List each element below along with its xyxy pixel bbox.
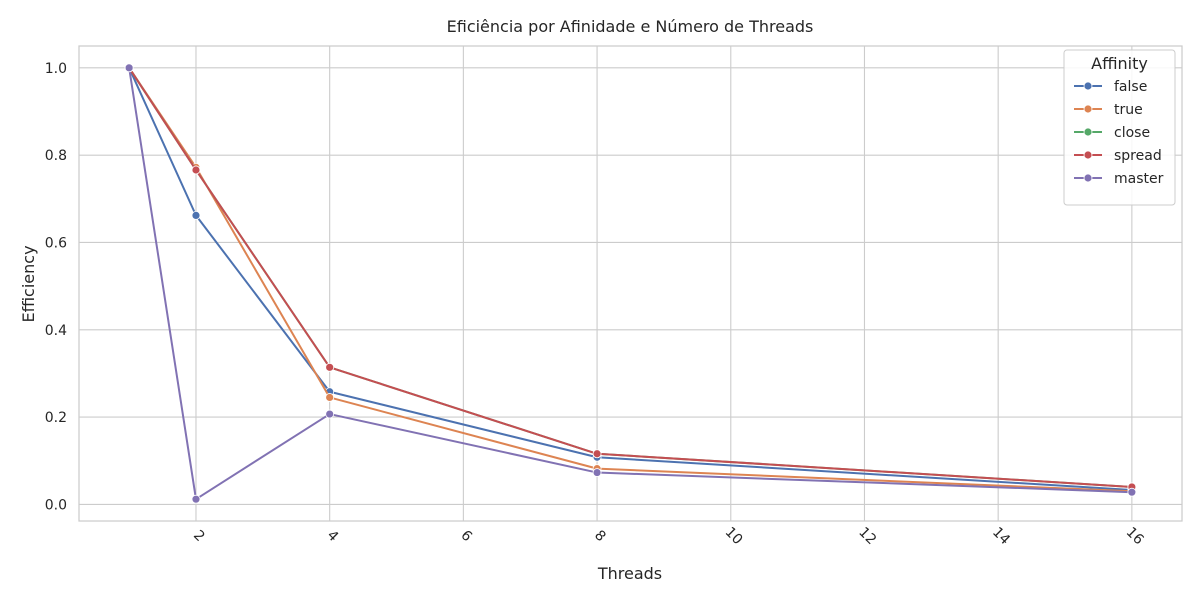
x-tick-label: 4 xyxy=(324,527,342,545)
data-point-false xyxy=(191,210,201,220)
legend-item-false: false xyxy=(1074,79,1147,95)
series-true xyxy=(124,63,1137,496)
data-point-master xyxy=(325,409,335,419)
y-tick-label: 0.8 xyxy=(45,148,67,164)
x-tick-label: 16 xyxy=(1123,524,1147,548)
data-point-master xyxy=(592,468,602,477)
data-point-master xyxy=(191,494,201,504)
plot-frame xyxy=(78,45,1183,522)
legend-box xyxy=(1063,49,1176,206)
legend: Affinity false true close spread master xyxy=(1063,49,1176,206)
x-tick-label: 12 xyxy=(855,524,879,548)
legend-label: spread xyxy=(1114,148,1162,164)
series-false xyxy=(124,63,1137,495)
series-close xyxy=(124,63,1137,492)
y-tick-label: 1.0 xyxy=(45,61,67,77)
y-tick-label: 0.4 xyxy=(45,323,67,339)
legend-marker xyxy=(1083,173,1093,183)
legend-marker xyxy=(1083,104,1093,114)
series-line-false xyxy=(128,67,1132,491)
y-tick-label: 0.6 xyxy=(45,235,67,251)
x-tick-label: 14 xyxy=(989,524,1013,548)
legend-label: master xyxy=(1114,171,1164,187)
y-tick-label: 0.0 xyxy=(45,497,67,513)
legend-label: false xyxy=(1114,79,1147,95)
chart-title: Eficiência por Afinidade e Número de Thr… xyxy=(447,17,814,36)
data-point-master xyxy=(1127,487,1137,497)
legend-label: close xyxy=(1114,125,1150,141)
legend-item-true: true xyxy=(1074,102,1143,118)
y-tick-label: 0.2 xyxy=(45,410,67,426)
x-tick-label: 6 xyxy=(457,527,475,545)
data-point-master xyxy=(124,63,134,73)
legend-marker xyxy=(1083,150,1093,160)
legend-item-master: master xyxy=(1074,171,1164,187)
y-axis-title: Efficiency xyxy=(19,245,38,322)
x-tick-label: 10 xyxy=(722,524,746,548)
x-axis-title: Threads xyxy=(597,564,662,583)
x-tick-label: 8 xyxy=(591,527,609,545)
series-master xyxy=(124,63,1137,504)
series-line-master xyxy=(128,67,1132,501)
legend-title: Affinity xyxy=(1091,54,1148,73)
grid xyxy=(79,46,1182,521)
legend-item-spread: spread xyxy=(1074,148,1162,164)
legend-item-close: close xyxy=(1074,125,1150,141)
x-tick-label: 2 xyxy=(190,527,208,545)
legend-label: true xyxy=(1114,102,1143,118)
series-spread xyxy=(124,63,1137,492)
data-point-true xyxy=(325,393,335,402)
y-axis: 0.0 0.2 0.4 0.6 0.8 1.0 xyxy=(45,61,67,514)
series-layer xyxy=(124,63,1137,504)
legend-marker xyxy=(1083,127,1093,137)
x-axis: 2 4 6 8 10 12 14 16 xyxy=(190,524,1147,548)
data-point-spread xyxy=(325,362,335,372)
data-point-spread xyxy=(592,449,602,459)
series-line-close xyxy=(128,67,1132,488)
legend-marker xyxy=(1083,81,1093,91)
data-point-spread xyxy=(191,165,201,175)
series-line-true xyxy=(128,67,1132,493)
series-line-spread xyxy=(128,67,1132,488)
